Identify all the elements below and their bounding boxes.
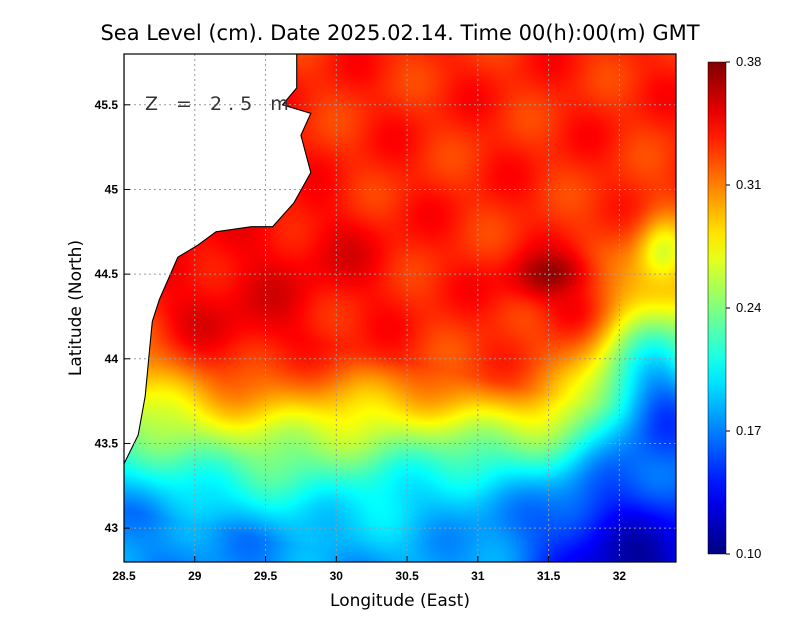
x-tick-label: 30.5: [395, 569, 419, 583]
y-tick-label: 44.5: [95, 267, 119, 281]
x-axis-label: Longitude (East): [330, 591, 470, 611]
x-tick-label: 31.5: [537, 569, 561, 583]
x-axis-ticks: 28.5 29 29.5 30 30.5 31 31.5 32: [112, 556, 626, 583]
x-tick-label: 32: [613, 569, 627, 583]
y-axis-label: Latitude (North): [66, 240, 86, 376]
colorbar-tick-label: 0.17: [736, 423, 761, 438]
colorbar-ticks: 0.10 0.17 0.24 0.31 0.38: [726, 54, 761, 561]
y-tick-label: 43.5: [95, 436, 119, 450]
plot-frame: [123, 53, 677, 563]
colorbar: [707, 61, 727, 555]
x-tick-label: 29.5: [254, 569, 278, 583]
x-tick-label: 29: [188, 569, 202, 583]
chart-title: Sea Level (cm). Date 2025.02.14. Time 00…: [100, 21, 699, 45]
x-tick-label: 28.5: [112, 569, 136, 583]
plot-area: [124, 54, 676, 562]
colorbar-tick-label: 0.31: [736, 177, 761, 192]
land-coastline: [124, 54, 312, 465]
colorbar-tick-label: 0.38: [736, 54, 761, 69]
y-tick-label: 43: [105, 521, 119, 535]
grid-lines: [124, 54, 676, 562]
x-tick-label: 31: [471, 569, 485, 583]
y-tick-label: 45: [105, 182, 119, 196]
y-tick-label: 44: [105, 352, 119, 366]
colorbar-tick-label: 0.24: [736, 300, 761, 315]
y-axis-ticks: 43 43.5 44 44.5 45 45.5: [95, 98, 130, 535]
x-tick-label: 30: [330, 569, 344, 583]
y-tick-label: 45.5: [95, 98, 119, 112]
colorbar-tick-label: 0.10: [736, 546, 761, 561]
depth-annotation: Z = 2.5 m: [145, 93, 295, 115]
